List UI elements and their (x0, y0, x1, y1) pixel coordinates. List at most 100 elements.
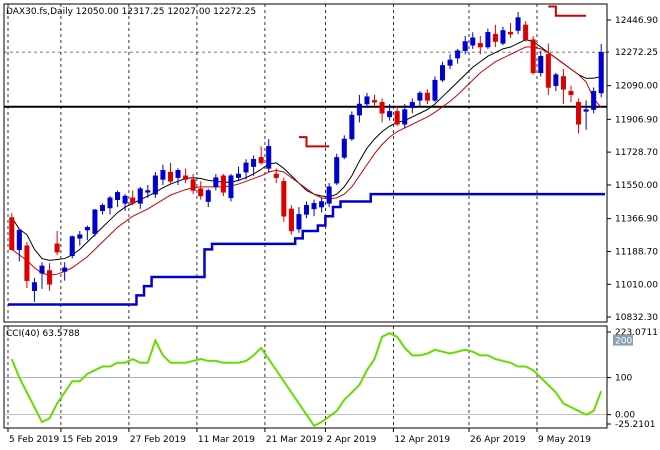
candle-body (485, 32, 491, 48)
cci-line (10, 332, 603, 428)
candle-body (326, 186, 332, 204)
red-step-segment (298, 136, 330, 148)
candle-body (266, 146, 272, 169)
cci-y-tick-label: 100 (615, 374, 632, 384)
cci-y-tick-label: -25.2101 (615, 420, 655, 430)
candle-body (213, 177, 219, 188)
candle-body (39, 265, 45, 274)
candle-body (303, 204, 310, 215)
candle-body (455, 50, 461, 59)
candle-body (84, 227, 90, 231)
candle-body (228, 175, 234, 199)
y-tick-label: 11550.00 (615, 181, 658, 191)
candle-body (470, 37, 476, 46)
candle-body (130, 197, 136, 204)
candle-body (198, 188, 204, 197)
red-ma-line (11, 46, 602, 276)
candle-body (62, 267, 68, 272)
candle-body (137, 188, 143, 204)
candle-body (568, 90, 574, 96)
x-tick-label: 15 Feb 2019 (62, 435, 118, 445)
candle-body (122, 195, 128, 204)
last-price-label: 12272.25 (615, 48, 658, 58)
y-tick-label: 11188.70 (615, 247, 658, 257)
candle-body (523, 24, 529, 40)
candle-body (591, 90, 597, 110)
cci-tick-box (613, 334, 633, 346)
cci-y-tick-label: 0.00 (615, 411, 635, 421)
candle-body (409, 101, 415, 108)
price-panel: 12446.90 12272.25 12090.00 11906.90 11728.70… (3, 3, 659, 323)
candle-body (379, 101, 385, 114)
candle-body (167, 171, 173, 182)
candle-body (364, 96, 370, 105)
candle-body (190, 179, 196, 191)
candle-body (99, 204, 105, 211)
candle-body (183, 175, 189, 180)
candle-body (69, 236, 75, 257)
candle-body (424, 92, 430, 101)
candle-body (9, 217, 15, 250)
candle-body (258, 157, 264, 164)
black-ma-line (11, 39, 602, 261)
last-price-box (609, 46, 659, 59)
candle-body (440, 65, 446, 81)
cci-panel: 223.0711 100 0.00-25.2101 200 (3, 325, 658, 430)
candle-body (160, 170, 166, 180)
x-tick-label: 5 Feb 2019 (9, 435, 60, 445)
price-chart-title: DAX30.fs,Daily 12050.00 12317.25 12027.0… (6, 7, 256, 17)
candle-body (356, 103, 362, 116)
x-tick-label: 21 Mar 2019 (266, 435, 323, 445)
candle-body (477, 43, 483, 48)
candle-body (243, 162, 249, 173)
y-tick-label: 11728.70 (615, 148, 658, 158)
cci-y-tick-label: 223.0711 (615, 328, 658, 338)
x-tick-label: 11 Mar 2019 (198, 435, 255, 445)
candle-body (583, 109, 589, 112)
y-tick-label: 10832.30 (615, 313, 658, 323)
candle-body (371, 100, 378, 103)
candle-body (92, 209, 98, 234)
candle-body (598, 51, 604, 94)
candle-body (205, 190, 211, 202)
candle-body (77, 234, 83, 239)
candle-body (251, 158, 257, 167)
x-tick-label: 27 Feb 2019 (130, 435, 186, 445)
candle-body (235, 173, 242, 178)
y-tick-label: 12090.00 (615, 82, 658, 92)
candle-body (54, 243, 60, 253)
candle-body (145, 190, 151, 193)
candle-body (220, 175, 226, 193)
candle-body (417, 92, 423, 101)
candle-body (24, 245, 30, 281)
candle-body (288, 208, 294, 232)
candle-body (107, 197, 113, 209)
y-tick-label: 11366.90 (615, 215, 658, 225)
candle-body (311, 203, 317, 210)
candle-body (530, 39, 536, 74)
price-frame (3, 3, 608, 323)
candle-body (553, 74, 559, 86)
candle-body (152, 175, 158, 195)
candle-body (462, 41, 468, 51)
candle-body (432, 79, 438, 101)
candle-body (349, 114, 355, 140)
candle-body (508, 32, 514, 35)
cci-tick-box-label: 200 (615, 337, 632, 347)
x-tick-label: 2 Apr 2019 (326, 435, 376, 445)
candle-body (402, 109, 408, 125)
candle-body (560, 76, 566, 90)
y-tick-label: 11010.00 (615, 280, 658, 290)
candle-body (281, 181, 287, 217)
x-tick-label: 9 May 2019 (538, 435, 591, 445)
candle-body (16, 229, 22, 250)
candle-body (334, 157, 340, 184)
candle-body (538, 55, 544, 74)
candle-body (500, 30, 506, 44)
candle-body (387, 111, 393, 118)
y-tick-label: 11906.90 (615, 115, 658, 125)
x-tick-label: 26 Apr 2019 (470, 435, 526, 445)
candle-body (115, 192, 121, 200)
red-step-segment (548, 5, 587, 17)
